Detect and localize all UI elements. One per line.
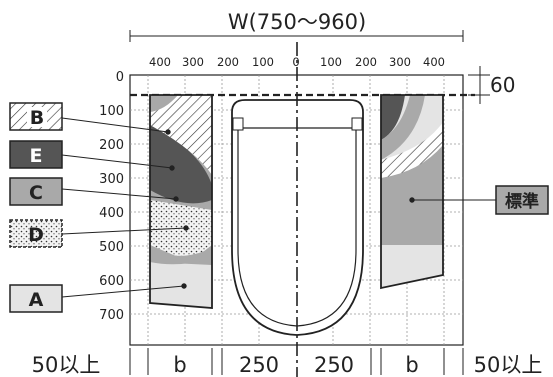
x-tick: 400 [149,55,171,69]
legend-B-label: B [30,107,44,129]
width-dimension: W(750〜960) [129,8,464,42]
bottom-right-margin: 50以上 [474,353,543,377]
legend-D: D [9,219,63,248]
leader-lines [61,117,496,298]
legend-A-label: A [29,289,44,311]
legend-C-label: C [29,182,43,204]
y-tick: 100 [99,104,124,119]
x-tick: 0 [292,55,299,69]
y-tick: 700 [99,308,124,323]
x-tick: 100 [320,55,342,69]
y-tick: 300 [99,172,124,187]
legend-standard-label: 標準 [505,191,539,212]
bottom-left-margin: 50以上 [32,353,101,377]
bottom-left-b: b [173,353,186,377]
y-tick: 500 [99,240,124,255]
legend-B: B [9,102,63,131]
legend-standard: 標準 [495,185,549,215]
left-zone-panel [149,94,213,309]
right-zone-panel [380,94,444,290]
x-tick: 400 [423,55,445,69]
legend-C: C [9,177,63,206]
y-tick: 600 [99,274,124,289]
legend-D-label: D [28,224,44,246]
legend-A: A [9,284,63,313]
x-tick: 300 [389,55,411,69]
bottom-right-center: 250 [314,353,354,377]
y-tick: 400 [99,206,124,221]
y-axis-ticks: 0 100 200 300 400 500 600 700 [99,70,124,323]
x-axis-ticks: 400 300 200 100 0 100 200 300 400 [149,55,445,69]
legend-E: E [9,140,63,169]
x-tick: 200 [217,55,239,69]
bottom-dimensions: 50以上 b 250 250 b 50以上 [32,348,543,377]
x-tick: 200 [355,55,377,69]
bottom-right-b: b [405,353,418,377]
width-label: W(750〜960) [228,10,366,34]
y-tick: 0 [116,70,124,85]
x-tick: 300 [182,55,204,69]
bottom-left-center: 250 [239,353,279,377]
legend-E-label: E [30,145,43,167]
top-gap-value: 60 [490,73,515,97]
top-gap-dimension: 60 [468,66,515,104]
y-tick: 200 [99,138,124,153]
x-tick: 100 [252,55,274,69]
